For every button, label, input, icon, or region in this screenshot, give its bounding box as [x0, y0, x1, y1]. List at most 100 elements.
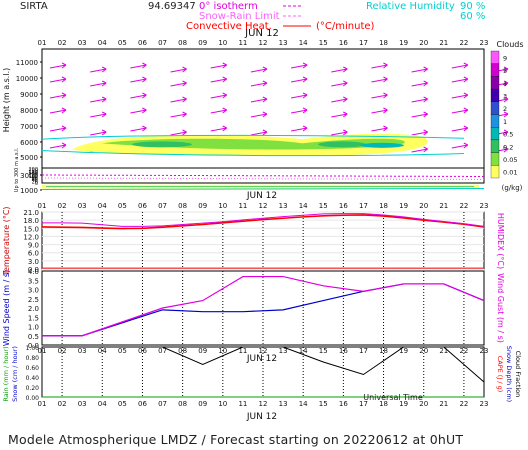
- wind-series-1: [42, 275, 485, 337]
- height-tick-11000: 11000: [16, 59, 38, 67]
- precip-hour-label-21: 21: [439, 347, 448, 355]
- wind-arrow-head: [101, 111, 107, 118]
- precip-tick-0.8: 0.80: [26, 355, 40, 362]
- wind-arrow-head: [423, 66, 428, 73]
- wind-arrow: [331, 82, 348, 87]
- wind-arrow-head: [423, 96, 428, 103]
- wind-arrow: [170, 113, 187, 118]
- temp-tick-6: 6.0: [28, 250, 39, 258]
- top-hour-label-01: 01: [38, 39, 47, 47]
- top-hour-label-07: 07: [158, 39, 167, 47]
- height-tick-10000: 10000: [16, 75, 38, 83]
- bottom-hour-label-05: 05: [118, 400, 127, 408]
- wind-arrow-head: [262, 111, 268, 118]
- wind-arrow: [411, 131, 428, 136]
- wind-arrow-head: [262, 129, 268, 136]
- wind-arrow: [210, 127, 227, 132]
- temp-tick-12: 12.0: [23, 233, 39, 241]
- wind-arrow-head: [262, 66, 268, 73]
- temp-hour-label-20: 20: [419, 202, 428, 210]
- wind-arrow-head: [342, 80, 348, 87]
- wind-arrow: [90, 82, 107, 87]
- temp-hour-label-04: 04: [98, 202, 107, 210]
- temp-hour-label-02: 02: [58, 202, 67, 210]
- top-hour-label-16: 16: [339, 39, 348, 47]
- top-hour-label-22: 22: [459, 39, 468, 47]
- cloud-core-2: [318, 141, 366, 148]
- height-tick-6000: 6000: [20, 139, 38, 147]
- colorbar-label-9: 0.01: [503, 169, 517, 177]
- wind-arrow: [250, 98, 268, 103]
- wind-arrow-head: [503, 146, 509, 153]
- colorbar-swatch: [490, 88, 500, 102]
- wind-arrow: [290, 64, 308, 69]
- colorbar-label-8: 0.05: [503, 156, 517, 164]
- colorbar-label-1: 5: [503, 67, 507, 75]
- top-hour-label-18: 18: [379, 39, 388, 47]
- legend-conv-unit: (°C/minute): [316, 21, 375, 32]
- temp-hour-label-13: 13: [279, 202, 288, 210]
- wind-arrow-head: [302, 62, 308, 69]
- bottom-hour-label-17: 17: [359, 400, 368, 408]
- colorbar-swatch: [490, 63, 500, 77]
- colorbar-title: Clouds: [496, 40, 523, 49]
- height-axis-label: Height (m a.s.l.): [2, 68, 11, 133]
- cloudfraction-axis-label: Cloud Fraction: [514, 351, 522, 398]
- bottom-hour-label-10: 10: [218, 400, 227, 408]
- top-hour-label-10: 10: [218, 39, 227, 47]
- bottom-hour-label-13: 13: [279, 400, 288, 408]
- colorbar-label-5: 1: [503, 118, 507, 126]
- height-tick-7000: 7000: [20, 123, 38, 131]
- wind-arrow-head: [423, 129, 428, 136]
- wind-arrow: [451, 127, 468, 132]
- wind-arrow-head: [383, 76, 388, 83]
- wind-arrow-head: [463, 76, 469, 83]
- wind-arrow-head: [463, 92, 469, 99]
- wind-arrow-head: [342, 129, 348, 136]
- legend-snow-rain: Snow-Rain Limit: [199, 11, 280, 22]
- bottom-hour-label-08: 08: [178, 400, 187, 408]
- wind-arrow-head: [503, 66, 509, 73]
- wind-arrow-head: [101, 129, 107, 136]
- wind-arrow: [130, 127, 147, 132]
- temp-hour-label-19: 19: [399, 202, 408, 210]
- top-hour-label-15: 15: [319, 39, 328, 47]
- temp-hour-label-03: 03: [78, 202, 87, 210]
- wind-arrow: [130, 94, 147, 99]
- colorbar-swatch: [490, 165, 500, 179]
- bottom-date-label: JUN 12: [246, 412, 277, 422]
- precip-tick-0.4: 0.40: [26, 375, 40, 382]
- temp-hour-label-09: 09: [198, 202, 207, 210]
- wind-arrow: [170, 82, 187, 87]
- temp-hour-label-07: 07: [158, 202, 167, 210]
- bottom-hour-label-07: 07: [158, 400, 167, 408]
- bottom-hour-label-03: 03: [78, 400, 87, 408]
- wind-arrow: [210, 78, 227, 83]
- wind-arrow: [49, 94, 67, 99]
- wind-arrow-head: [222, 125, 228, 132]
- temp-hour-label-12: 12: [259, 202, 268, 210]
- precip-hour-label-23: 23: [480, 347, 489, 355]
- colorbar-swatch: [490, 50, 500, 64]
- wind-arrow: [451, 64, 468, 69]
- humidex-axis-label: HUMIDEX (°C): [496, 213, 505, 269]
- wind-arrow: [250, 113, 268, 118]
- wind-arrow: [49, 127, 67, 132]
- top-hour-label-04: 04: [98, 39, 107, 47]
- height-tick-8000: 8000: [20, 107, 38, 115]
- wind-arrow-head: [101, 80, 107, 87]
- legend-rh-60: 60 %: [460, 11, 485, 22]
- wind-arrow-head: [101, 66, 107, 73]
- wind-arrow-head: [142, 107, 147, 114]
- wind-arrow: [130, 64, 147, 69]
- wind-arrow: [250, 131, 268, 136]
- colorbar-swatch: [490, 127, 500, 141]
- top-hour-label-09: 09: [198, 39, 207, 47]
- colorbar-label-0: 9: [503, 54, 507, 62]
- precip-hour-label-13: 13: [279, 347, 288, 355]
- temp-hour-label-14: 14: [299, 202, 308, 210]
- wind-arrow-head: [302, 107, 308, 114]
- wind-arrow-head: [423, 111, 428, 118]
- bottom-hour-label-18: 18: [379, 400, 388, 408]
